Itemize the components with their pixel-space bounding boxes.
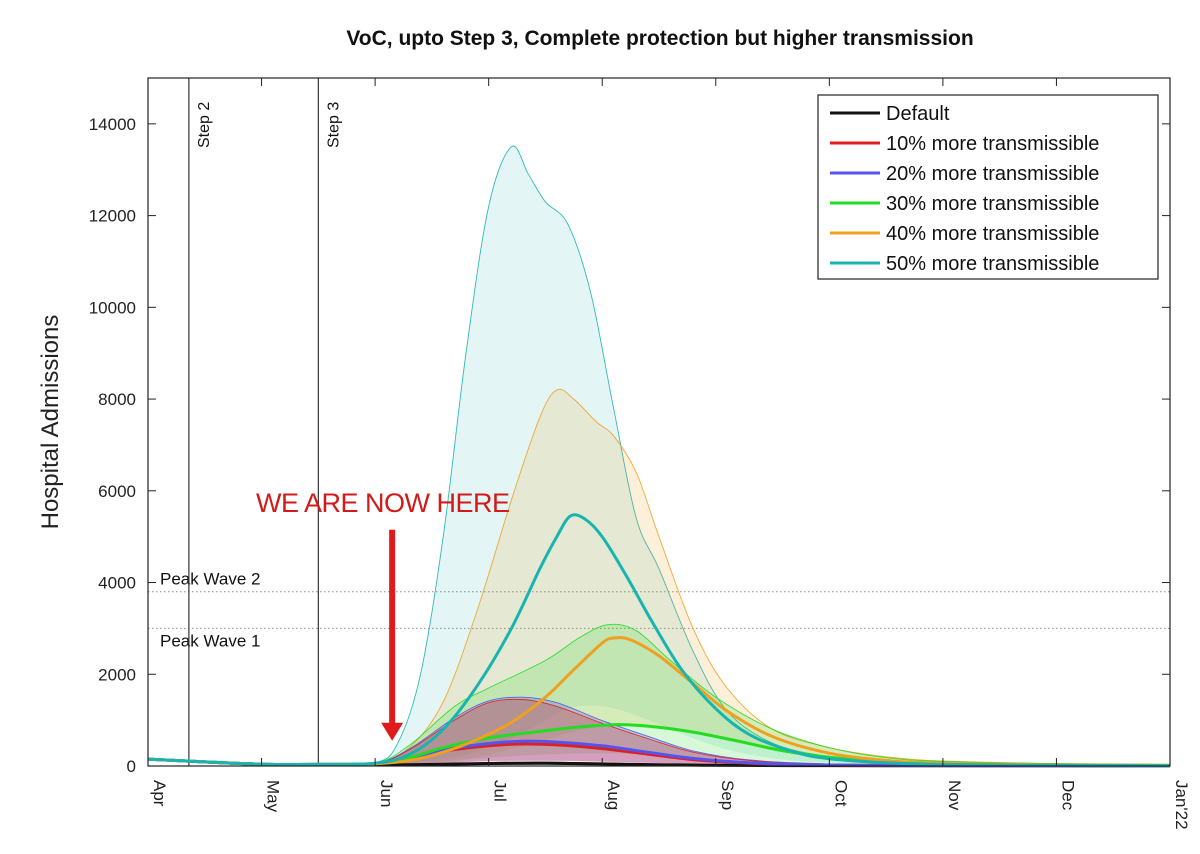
- y-tick-label: 12000: [89, 207, 136, 226]
- annotation-text: WE ARE NOW HERE: [256, 488, 510, 518]
- x-tick-label: May: [264, 780, 283, 813]
- x-tick-label: Aug: [604, 780, 623, 810]
- legend: Default 10% more transmissible 20% more tr…: [817, 94, 1159, 280]
- y-tick-label: 2000: [98, 665, 136, 684]
- x-tick-label: Jul: [491, 780, 510, 802]
- y-tick-label: 4000: [98, 574, 136, 593]
- step-marker-label: Step 3: [325, 102, 342, 148]
- y-tick-label: 8000: [98, 390, 136, 409]
- x-tick-label: Dec: [1058, 780, 1077, 811]
- uncertainty-band: [148, 697, 1170, 766]
- x-tick-label: Jan'22: [1172, 780, 1191, 830]
- uncertainty-band: [148, 389, 1170, 766]
- legend-box: [817, 94, 1159, 280]
- legend-entry: 10% more transmissible: [886, 133, 1099, 155]
- legend-entry: 30% more transmissible: [886, 193, 1099, 215]
- legend-entry: 50% more transmissible: [886, 253, 1099, 275]
- x-tick-label: Nov: [945, 780, 964, 811]
- axes-frame: [147, 77, 1171, 767]
- legend-entry: Default: [886, 103, 950, 125]
- uncertainty-band: [148, 624, 1170, 766]
- x-tick-label: Jun: [377, 780, 396, 807]
- series-mean-line: [147, 513, 1171, 768]
- step-marker-label: Step 2: [196, 102, 213, 148]
- annotation: WE ARE NOW HERE: [256, 488, 510, 741]
- legend-entry: 20% more transmissible: [886, 163, 1099, 185]
- y-tick-label: 14000: [89, 115, 136, 134]
- y-tick-label: 10000: [89, 298, 136, 317]
- legend-entry: 40% more transmissible: [886, 223, 1099, 245]
- x-tick-label: Oct: [831, 780, 850, 807]
- y-tick-label: 0: [127, 757, 136, 776]
- y-tick-label: 6000: [98, 482, 136, 501]
- x-tick-label: Apr: [150, 780, 169, 807]
- y-axis-label: Hospital Admissions: [37, 315, 64, 530]
- annotation-arrow-head: [381, 722, 404, 741]
- reference-line-label: Peak Wave 2: [160, 570, 260, 589]
- reference-line-label: Peak Wave 1: [160, 631, 260, 650]
- axes: 0 2000 4000 6000 8000 10000 12000 14000 Apr May Ju…: [89, 77, 1191, 830]
- uncertainty-band: [148, 146, 1170, 766]
- x-tick-label: Sep: [718, 780, 737, 810]
- chart-title: VoC, upto Step 3, Complete protection bu…: [346, 27, 973, 50]
